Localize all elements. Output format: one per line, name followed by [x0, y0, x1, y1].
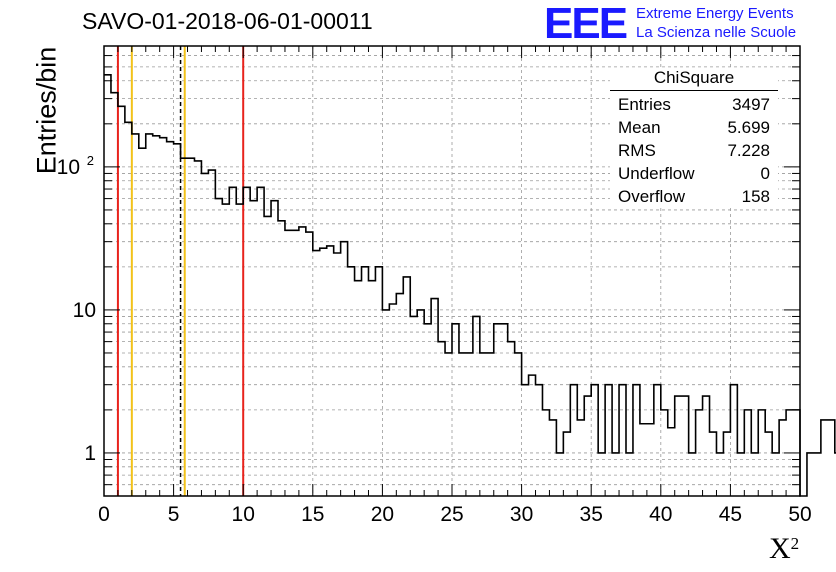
x-tick-label: 40	[649, 503, 672, 526]
y-tick-labels: 1 10 10 2	[57, 153, 96, 465]
histogram-line	[104, 74, 836, 497]
reference-lines	[116, 46, 245, 496]
eee-logo-mark: EEE	[544, 0, 628, 48]
stat-label: Overflow	[618, 187, 686, 206]
stat-label: Underflow	[618, 164, 695, 183]
grid-lines	[104, 46, 800, 496]
y-tick-label: 1	[84, 442, 96, 465]
x-axis-label-text: X	[769, 532, 791, 565]
stat-value: 158	[741, 187, 770, 206]
x-tick-label: 25	[440, 503, 463, 526]
x-tick-labels: 0 5 10 15 20 25 30 35 40 45 50	[98, 503, 812, 526]
stats-title: ChiSquare	[610, 68, 778, 91]
x-tick-label: 45	[719, 503, 742, 526]
y-tick-label: 10	[73, 299, 96, 322]
stat-row-overflow: Overflow 158	[610, 185, 778, 208]
y-axis-label: Entries/bin	[31, 46, 62, 175]
stat-value: 5.699	[727, 118, 770, 137]
x-tick-label: 20	[371, 503, 394, 526]
y-tick-label-superscript: 2	[87, 153, 94, 168]
stat-value: 0	[760, 164, 770, 183]
x-axis-label-superscript: 2	[790, 534, 800, 553]
x-tick-label: 50	[788, 503, 811, 526]
x-tick-label: 15	[301, 503, 324, 526]
stat-label: RMS	[618, 141, 656, 160]
x-tick-label: 35	[580, 503, 603, 526]
stat-row-underflow: Underflow 0	[610, 162, 778, 185]
stat-value: 7.228	[727, 141, 770, 160]
stat-row-mean: Mean 5.699	[610, 116, 778, 139]
x-tick-label: 5	[168, 503, 180, 526]
logo-line-1: Extreme Energy Events	[636, 5, 794, 22]
logo-line-2: La Scienza nelle Scuole	[636, 24, 797, 41]
x-tick-label: 30	[510, 503, 533, 526]
axis-ticks	[103, 46, 801, 496]
stat-value: 3497	[732, 95, 770, 114]
y-tick-label: 10	[57, 156, 80, 179]
stat-row-entries: Entries 3497	[610, 93, 778, 116]
stat-label: Mean	[618, 118, 661, 137]
x-tick-label: 10	[232, 503, 255, 526]
run-title: SAVO-01-2018-06-01-00011	[82, 8, 373, 34]
stat-label: Entries	[618, 95, 671, 114]
x-tick-label: 0	[98, 503, 110, 526]
stats-box: ChiSquare Entries 3497 Mean 5.699 RMS 7.…	[610, 68, 778, 208]
x-axis-label: X2	[769, 532, 799, 566]
eee-logo: EEE Extreme Energy Events La Scienza nel…	[540, 2, 830, 46]
stat-row-rms: RMS 7.228	[610, 139, 778, 162]
